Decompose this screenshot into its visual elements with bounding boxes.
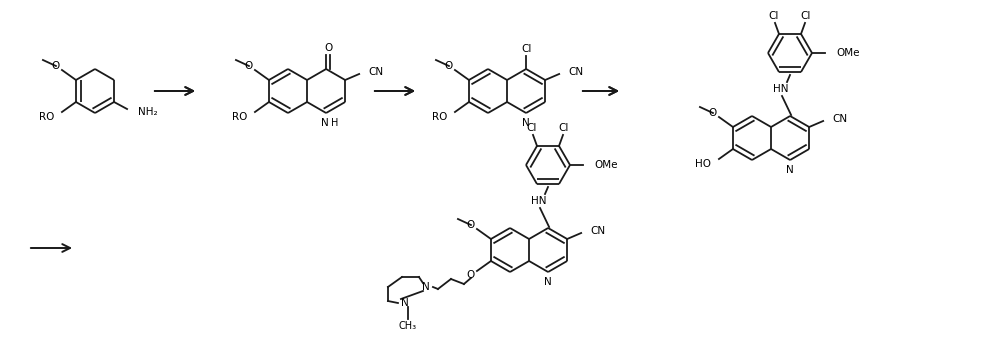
Text: CN: CN: [832, 114, 847, 124]
Text: N: N: [401, 298, 409, 308]
Text: NH₂: NH₂: [138, 107, 158, 117]
Text: CH₃: CH₃: [399, 321, 417, 331]
Text: OMe: OMe: [594, 160, 618, 170]
Text: N: N: [522, 118, 530, 128]
Text: O: O: [467, 270, 475, 280]
Text: HN: HN: [531, 196, 547, 206]
Text: N: N: [544, 277, 552, 287]
Text: H: H: [331, 118, 339, 128]
Text: RO: RO: [39, 112, 54, 122]
Text: Cl: Cl: [559, 123, 569, 133]
Text: CN: CN: [568, 67, 583, 77]
Text: CN: CN: [368, 67, 383, 77]
Text: OMe: OMe: [836, 48, 860, 58]
Text: Cl: Cl: [527, 123, 537, 133]
Text: O: O: [245, 61, 253, 71]
Text: O: O: [445, 61, 453, 71]
Text: HN: HN: [773, 84, 789, 94]
Text: O: O: [709, 108, 717, 118]
Text: O: O: [52, 61, 60, 71]
Text: N: N: [422, 282, 430, 292]
Text: Cl: Cl: [521, 44, 531, 54]
Text: RO: RO: [232, 112, 247, 122]
Text: N: N: [786, 165, 794, 175]
Text: CN: CN: [590, 226, 605, 236]
Text: O: O: [324, 43, 332, 53]
Text: Cl: Cl: [769, 11, 779, 21]
Text: RO: RO: [432, 112, 447, 122]
Text: Cl: Cl: [801, 11, 811, 21]
Text: HO: HO: [695, 159, 711, 169]
Text: N: N: [321, 118, 329, 128]
Text: O: O: [467, 220, 475, 230]
